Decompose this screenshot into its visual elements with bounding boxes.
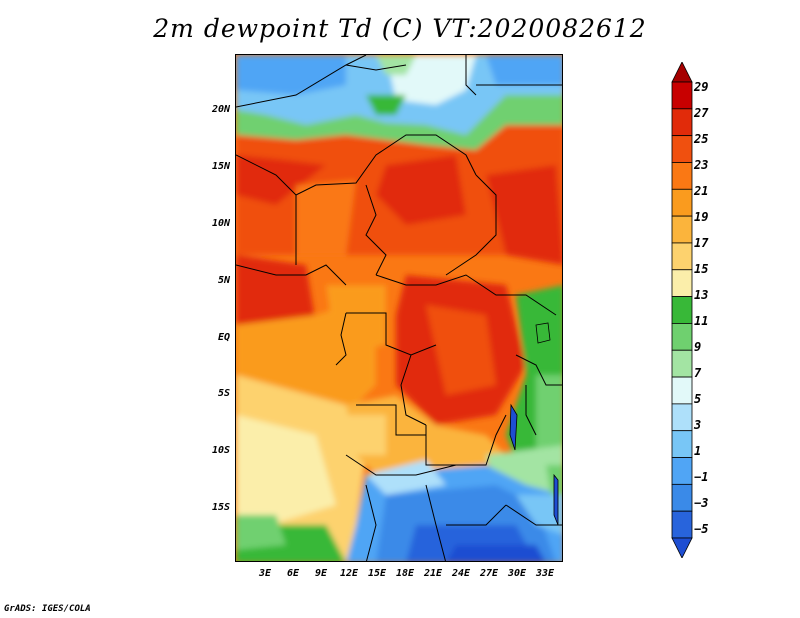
colorbar-label: 1 <box>694 444 702 458</box>
colorbar-segment <box>671 510 693 539</box>
colorbar-label: −3 <box>694 496 709 510</box>
y-tick-label: 10S <box>211 445 230 456</box>
x-tick-label: 12E <box>339 568 359 579</box>
dewpoint-field <box>236 55 562 561</box>
colorbar-top-arrow <box>671 62 693 83</box>
colorbar-segment <box>671 269 693 297</box>
colorbar-segment <box>671 215 693 244</box>
colorbar-label: 27 <box>694 106 709 120</box>
y-tick-label: 15N <box>211 161 230 172</box>
colorbar-segment <box>671 162 693 190</box>
y-tick-label: 5N <box>217 275 230 286</box>
colorbar-label: 9 <box>694 340 702 354</box>
colorbar-label: 15 <box>694 262 709 276</box>
colorbar-label: 3 <box>694 418 702 432</box>
x-tick-label: 30E <box>507 568 527 579</box>
x-tick-label: 18E <box>395 568 415 579</box>
colorbar-label: 11 <box>694 314 709 328</box>
x-tick-label: 27E <box>479 568 499 579</box>
x-tick-label: 3E <box>258 568 272 579</box>
y-tick-label: 15S <box>211 502 230 513</box>
colorbar-label: 7 <box>694 366 702 380</box>
x-tick-label: 33E <box>535 568 555 579</box>
colorbar-label: −5 <box>694 522 709 536</box>
colorbar-label: −1 <box>694 470 709 484</box>
colorbar-segment <box>671 430 693 458</box>
footer-credit: GrADS: IGES/COLA <box>4 604 91 614</box>
map-plot <box>235 54 563 562</box>
colorbar-segment <box>671 323 693 351</box>
colorbar-label: 19 <box>694 210 709 224</box>
x-tick-label: 24E <box>451 568 471 579</box>
y-tick-label: 5S <box>217 388 230 399</box>
x-tick-label: 15E <box>367 568 387 579</box>
colorbar-segment <box>671 403 693 432</box>
colorbar-label: 17 <box>694 236 709 250</box>
colorbar-segment <box>671 376 693 405</box>
colorbar-label: 5 <box>694 392 702 406</box>
colorbar-segment <box>671 483 693 512</box>
x-tick-label: 6E <box>286 568 300 579</box>
colorbar-label: 23 <box>694 158 709 172</box>
y-tick-label: EQ <box>217 332 230 343</box>
x-tick-label: 9E <box>314 568 328 579</box>
colorbar-segment <box>671 135 693 163</box>
colorbar-bottom-arrow <box>671 537 693 558</box>
colorbar-segment <box>671 349 693 378</box>
colorbar-label: 29 <box>694 80 709 94</box>
colorbar-segment <box>671 188 693 217</box>
colorbar-segment <box>671 81 693 110</box>
map-title: 2m dewpoint Td (C) VT:2020082612 <box>153 14 647 43</box>
colorbar-segment <box>671 108 693 137</box>
colorbar-segment <box>671 457 693 485</box>
colorbar <box>671 62 693 558</box>
colorbar-label: 21 <box>694 184 709 198</box>
colorbar-segment <box>671 242 693 271</box>
x-tick-label: 21E <box>423 568 443 579</box>
colorbar-label: 25 <box>694 132 709 146</box>
y-tick-label: 10N <box>211 218 230 229</box>
colorbar-segment <box>671 296 693 324</box>
y-tick-label: 20N <box>211 104 230 115</box>
colorbar-label: 13 <box>694 288 709 302</box>
